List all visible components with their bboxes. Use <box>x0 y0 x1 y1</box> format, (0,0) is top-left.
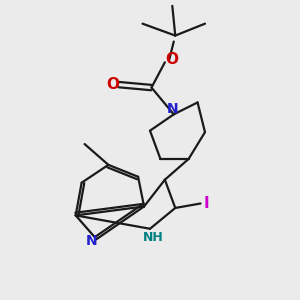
Text: NH: NH <box>143 231 164 244</box>
Text: O: O <box>165 52 178 67</box>
Text: O: O <box>106 77 119 92</box>
Text: I: I <box>204 196 209 211</box>
Text: N: N <box>85 234 97 248</box>
Text: N: N <box>167 102 178 116</box>
